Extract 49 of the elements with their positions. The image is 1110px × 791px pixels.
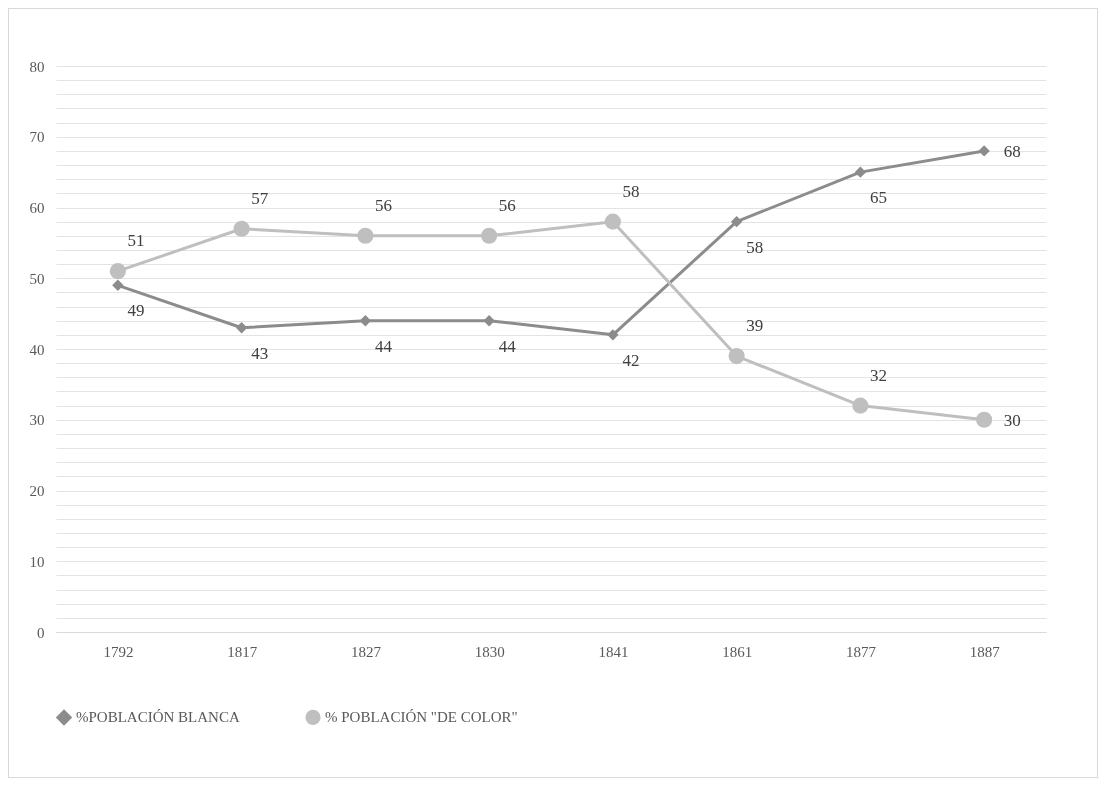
point (730, 215, 743, 228)
data-label: 39 (746, 316, 764, 336)
data-label: 43 (251, 343, 269, 363)
point (233, 220, 250, 237)
legend-label: % POBLACIÓN "DE COLOR" (325, 709, 518, 726)
x-tick-label: 1817 (227, 643, 258, 660)
legend-label: %POBLACIÓN BLANCA (76, 709, 240, 726)
x-tick-label: 1861 (722, 643, 753, 660)
data-label: 51 (127, 231, 145, 251)
point (483, 315, 495, 327)
x-tick-label: 1887 (969, 643, 1001, 660)
y-tick-label: 80 (29, 58, 45, 75)
y-tick-label: 40 (29, 341, 45, 358)
y-tick-label: 60 (29, 200, 45, 216)
data-label: 30 (1003, 410, 1021, 430)
point (607, 329, 619, 341)
point (852, 397, 869, 414)
x-tick-label: 1841 (598, 643, 629, 660)
data-label: 42 (622, 350, 640, 370)
data-label: 57 (251, 188, 269, 208)
data-label: 32 (869, 365, 887, 385)
point (976, 411, 993, 428)
y-tick-label: 10 (29, 553, 45, 570)
data-label: 44 (498, 336, 517, 356)
point (112, 279, 124, 292)
point (978, 145, 990, 157)
x-tick-label: 1830 (474, 643, 505, 660)
point (604, 213, 621, 230)
data-label: 56 (374, 195, 392, 215)
x-tick-label: 1792 (103, 643, 134, 660)
y-tick-label: 20 (29, 483, 45, 499)
point (357, 227, 374, 244)
data-label: 58 (746, 237, 764, 257)
x-tick-label: 1827 (350, 643, 382, 660)
point (109, 263, 126, 280)
data-label: 58 (622, 181, 640, 201)
data-label: 44 (374, 336, 393, 356)
y-tick-label: 50 (29, 270, 45, 287)
x-tick-label: 1877 (845, 643, 877, 660)
y-tick-label: 30 (29, 412, 45, 429)
point (481, 227, 498, 244)
data-label: 68 (1003, 141, 1021, 161)
point (854, 166, 867, 178)
data-label: 56 (498, 195, 516, 215)
y-tick-label: 0 (37, 624, 45, 641)
data-label: 49 (127, 301, 145, 321)
y-tick-label: 70 (29, 129, 45, 146)
data-label: 65 (869, 188, 887, 208)
point (728, 348, 745, 365)
